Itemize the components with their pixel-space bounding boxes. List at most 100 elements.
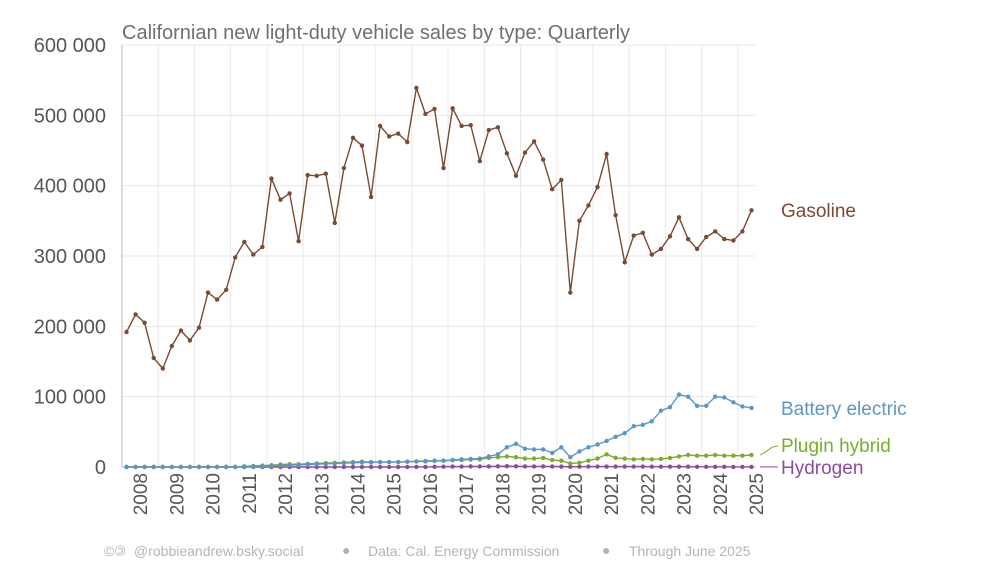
data-point [450, 464, 455, 469]
data-point [676, 454, 682, 459]
data-point [513, 455, 519, 460]
data-point [423, 111, 428, 117]
data-point [405, 464, 410, 470]
data-point [722, 453, 727, 458]
y-tick-label: 100 000 [34, 387, 106, 409]
data-point [577, 449, 582, 454]
data-point [541, 447, 546, 452]
data-point [649, 457, 654, 462]
data-point [704, 234, 709, 240]
data-point [694, 403, 700, 408]
data-point [586, 445, 591, 450]
data-point [731, 453, 736, 458]
data-point [513, 464, 519, 469]
data-point [541, 455, 546, 461]
data-point [631, 464, 636, 469]
data-point [622, 431, 627, 436]
data-point [151, 464, 156, 470]
data-point [133, 312, 138, 317]
data-point [387, 459, 392, 465]
data-point [658, 246, 664, 252]
data-point [278, 197, 283, 202]
data-point [740, 229, 745, 234]
data-point [604, 464, 609, 469]
y-tick-label: 300 000 [34, 246, 106, 268]
data-point [550, 464, 555, 469]
data-point [314, 462, 319, 467]
data-point [613, 455, 618, 461]
data-point [531, 464, 537, 469]
data-point [214, 464, 220, 470]
data-point [667, 455, 673, 461]
x-tick-label: 2008 [131, 473, 152, 515]
data-point [178, 464, 184, 470]
data-point [260, 244, 265, 250]
data-point [749, 405, 754, 411]
data-point [531, 139, 537, 144]
data-point [658, 464, 664, 469]
data-point [559, 464, 564, 469]
data-point [586, 464, 591, 469]
data-point [414, 464, 419, 470]
data-point [586, 203, 591, 208]
data-point [396, 131, 401, 136]
data-point [622, 260, 627, 265]
x-tick-label: 2023 [675, 473, 696, 515]
data-point [486, 127, 491, 133]
data-point [649, 252, 654, 257]
data-point [205, 464, 211, 470]
x-tick-label: 2013 [312, 473, 333, 515]
data-point [260, 464, 265, 469]
data-point [667, 464, 673, 469]
series-line-battery-electric [126, 393, 752, 468]
data-point [676, 215, 682, 220]
data-point [595, 184, 600, 190]
data-point [477, 456, 482, 461]
data-point [541, 464, 546, 469]
series-labels: Gasoline Battery electric Plugin hybridHyd… [759, 201, 907, 479]
data-point [296, 239, 301, 244]
data-point [350, 460, 356, 465]
data-point [377, 123, 383, 129]
data-point [441, 458, 446, 463]
data-point [233, 464, 238, 470]
data-point [513, 441, 519, 446]
series-layer [124, 85, 754, 470]
data-point [314, 173, 319, 178]
data-point [169, 464, 174, 470]
y-tick-label: 400 000 [34, 176, 106, 198]
data-point [550, 187, 555, 192]
data-point [387, 464, 392, 470]
data-point [242, 464, 247, 470]
data-point [658, 456, 664, 462]
data-point [731, 464, 736, 470]
data-point [377, 459, 383, 465]
series-battery-electric [124, 392, 754, 470]
data-point [323, 464, 328, 470]
data-point [568, 455, 573, 460]
data-point [187, 464, 193, 470]
series-label-plugin-hybrid: Plugin hybrid [781, 436, 891, 457]
data-point [341, 460, 347, 466]
data-point [522, 456, 528, 461]
data-point [387, 134, 392, 139]
data-point [640, 456, 645, 462]
data-point [142, 320, 147, 325]
data-point [187, 338, 193, 343]
data-point [359, 460, 365, 465]
series-label-gasoline: Gasoline [781, 201, 856, 222]
data-point [513, 173, 519, 178]
data-point [341, 165, 347, 171]
data-point [377, 464, 383, 470]
data-point [178, 328, 184, 333]
data-point [504, 464, 510, 469]
data-point [269, 463, 274, 469]
data-point [205, 290, 211, 295]
data-point [694, 453, 700, 458]
data-point [685, 236, 691, 242]
data-point [305, 462, 310, 467]
data-point [595, 456, 600, 461]
data-point [332, 220, 337, 226]
license-icon: ©🄯 [104, 543, 126, 559]
